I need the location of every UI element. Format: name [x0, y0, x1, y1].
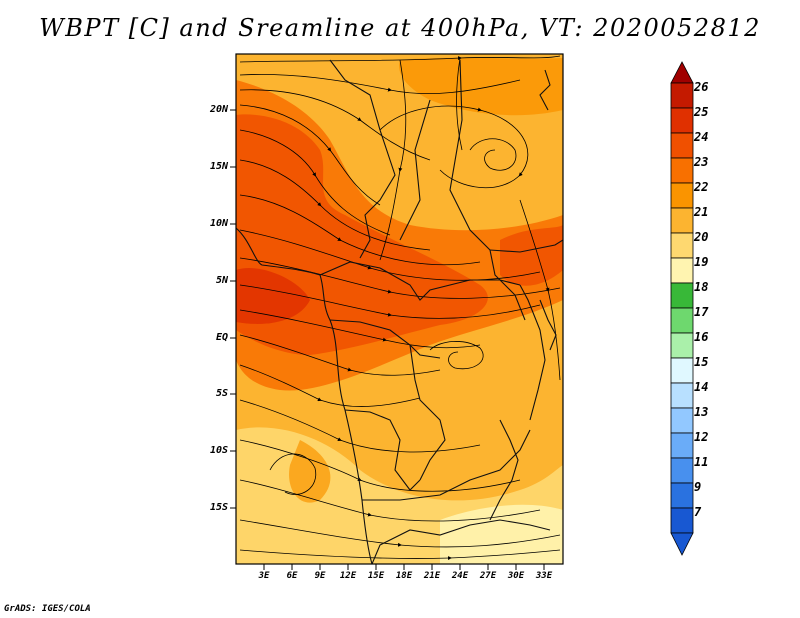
colorbar-swatch: [670, 157, 694, 184]
map-plot-area: [236, 54, 563, 564]
wbpt-north-patch: [399, 57, 563, 116]
colorbar-swatch: [670, 407, 694, 434]
colorbar-label-24: 24: [694, 130, 709, 144]
wbpt-east-core: [500, 225, 563, 286]
colorbar-swatch: [670, 382, 694, 409]
lat-label-10n: 10N: [209, 218, 228, 229]
colorbar-label-20: 20: [694, 230, 709, 244]
colorbar-label-15: 15: [694, 355, 709, 369]
grads-credit: GrADS: IGES/COLA: [4, 604, 91, 614]
lat-label-eq: EQ: [215, 332, 228, 343]
axis-ticks: [230, 109, 545, 570]
colorbar-swatch: [670, 232, 694, 259]
lon-label-18e: 18E: [395, 571, 413, 581]
colorbar-bottom-arrow: [670, 532, 694, 556]
lon-label-12e: 12E: [339, 571, 357, 581]
colorbar-swatch: [670, 432, 694, 459]
colorbar-label-13: 13: [694, 405, 709, 419]
colorbar-swatch: [670, 82, 694, 109]
lon-label-27e: 27E: [479, 571, 497, 581]
colorbar-label-22: 22: [694, 180, 709, 194]
lon-label-3e: 3E: [258, 571, 270, 581]
lon-label-21e: 21E: [423, 571, 441, 581]
colorbar-swatch: [670, 207, 694, 234]
colorbar-swatch: [670, 282, 694, 309]
lat-label-15n: 15N: [209, 161, 228, 172]
colorbar-label-21: 21: [694, 205, 709, 219]
colorbar-label-9: 9: [694, 480, 702, 494]
colorbar-label-14: 14: [694, 380, 709, 394]
streamlines: [239, 55, 561, 561]
lon-label-15e: 15E: [367, 571, 385, 581]
lon-label-33e: 33E: [535, 571, 553, 581]
colorbar-swatches: [670, 82, 694, 534]
colorbar-label-7: 7: [694, 505, 702, 519]
colorbar-swatch: [670, 332, 694, 359]
lon-label-30e: 30E: [507, 571, 525, 581]
colorbar-swatch: [670, 457, 694, 484]
lat-label-5n: 5N: [215, 275, 228, 286]
colorbar-label-12: 12: [694, 430, 709, 444]
colorbar-swatch: [670, 507, 694, 534]
map-title: WBPT [C] and Sreamline at 400hPa, VT: 20…: [39, 14, 761, 42]
colorbar-top-arrow: [670, 61, 694, 84]
colorbar-swatch: [670, 257, 694, 284]
colorbar-label-23: 23: [694, 155, 709, 169]
lat-label-10s: 10S: [209, 445, 228, 456]
colorbar-swatch: [670, 307, 694, 334]
colorbar-label-19: 19: [694, 255, 709, 269]
colorbar-swatch: [670, 357, 694, 384]
colorbar-label-17: 17: [694, 305, 709, 319]
colorbar: [670, 61, 694, 556]
map-frame: [235, 53, 564, 565]
lat-label-5s: 5S: [215, 388, 228, 399]
colorbar-swatch: [670, 132, 694, 159]
lon-label-24e: 24E: [451, 571, 469, 581]
colorbar-label-26: 26: [694, 80, 709, 94]
colorbar-label-18: 18: [694, 280, 709, 294]
wbpt-max-core: [236, 268, 310, 324]
lat-label-20n: 20N: [209, 104, 228, 115]
colorbar-label-25: 25: [694, 105, 709, 119]
colorbar-swatch: [670, 482, 694, 509]
colorbar-label-11: 11: [694, 455, 709, 469]
colorbar-label-16: 16: [694, 330, 709, 344]
country-borders: [236, 59, 563, 564]
colorbar-swatch: [670, 182, 694, 209]
lon-label-6e: 6E: [286, 571, 298, 581]
lat-label-15s: 15S: [209, 502, 228, 513]
colorbar-swatch: [670, 107, 694, 134]
lon-label-9e: 9E: [314, 571, 326, 581]
